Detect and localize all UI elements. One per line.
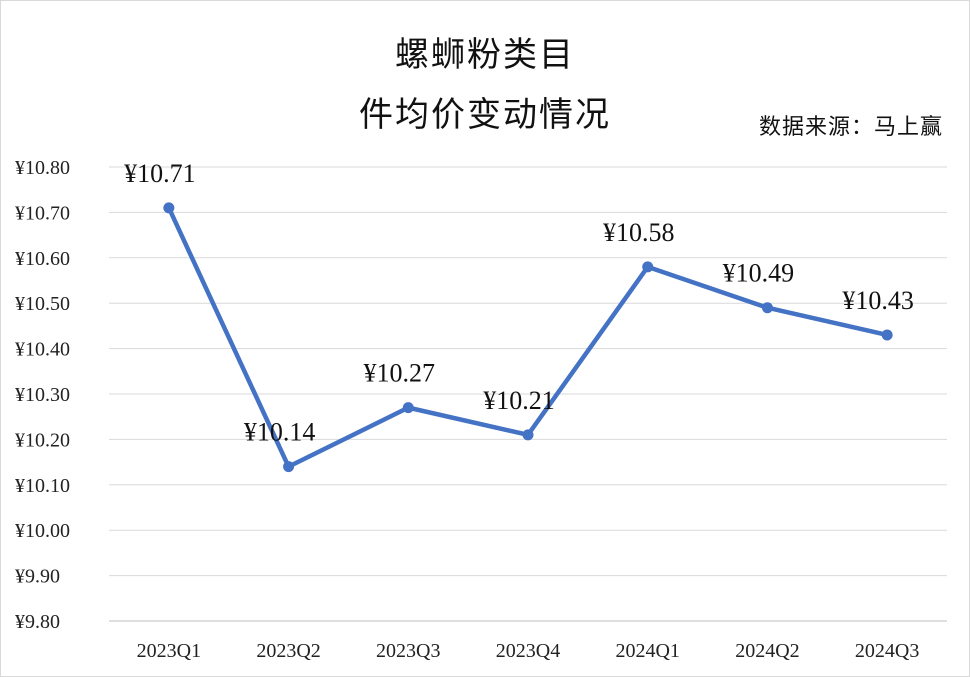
data-source-note: 数据来源：马上赢 — [758, 115, 943, 140]
data-point — [881, 329, 893, 341]
chart-title-line-1: 螺蛳粉类目 — [395, 35, 575, 75]
x-tick-label: 2023Q1 — [137, 640, 201, 662]
x-tick-label: 2024Q1 — [615, 640, 679, 662]
y-axis-tick-labels: ¥9.80 ¥9.90 ¥10.00 ¥10.10 ¥10.20 ¥10.30 ¥10.40… — [15, 157, 70, 633]
data-label: ¥10.14 — [244, 418, 316, 447]
y-tick-label: ¥10.70 — [15, 202, 70, 224]
y-tick-label: ¥10.00 — [15, 520, 70, 542]
data-point — [402, 402, 414, 414]
x-axis-tick-labels: 2023Q1 2023Q2 2023Q3 2023Q4 2024Q1 2024Q2 2024… — [137, 640, 920, 662]
chart-title-line-2: 件均价变动情况 — [359, 95, 611, 135]
data-labels: ¥10.71 ¥10.14 ¥10.27 ¥10.21 ¥10.58 ¥10.49 ¥10.… — [124, 159, 914, 447]
data-point — [522, 429, 534, 441]
data-label: ¥10.21 — [483, 386, 555, 415]
y-tick-label: ¥10.30 — [15, 384, 70, 406]
series-line-layer — [163, 202, 893, 473]
data-label: ¥10.43 — [842, 286, 914, 315]
x-tick-label: 2023Q4 — [496, 640, 560, 662]
y-tick-label: ¥10.80 — [15, 157, 70, 179]
x-tick-label: 2023Q3 — [376, 640, 440, 662]
data-label: ¥10.58 — [603, 218, 675, 247]
x-tick-label: 2023Q2 — [256, 640, 320, 662]
data-point — [163, 202, 175, 214]
y-tick-label: ¥10.10 — [15, 475, 70, 497]
y-tick-label: ¥10.60 — [15, 248, 70, 270]
y-tick-label: ¥9.80 — [15, 611, 60, 633]
y-tick-label: ¥9.90 — [15, 566, 60, 588]
y-tick-label: ¥10.40 — [15, 339, 70, 361]
x-tick-label: 2024Q2 — [735, 640, 799, 662]
y-tick-label: ¥10.50 — [15, 293, 70, 315]
y-tick-label: ¥10.20 — [15, 429, 70, 451]
data-label: ¥10.27 — [364, 359, 436, 388]
x-tick-label: 2024Q3 — [855, 640, 919, 662]
data-label: ¥10.49 — [723, 259, 795, 288]
data-label: ¥10.71 — [124, 159, 196, 188]
data-point — [642, 261, 654, 273]
data-point — [283, 461, 295, 473]
data-point — [761, 302, 773, 314]
